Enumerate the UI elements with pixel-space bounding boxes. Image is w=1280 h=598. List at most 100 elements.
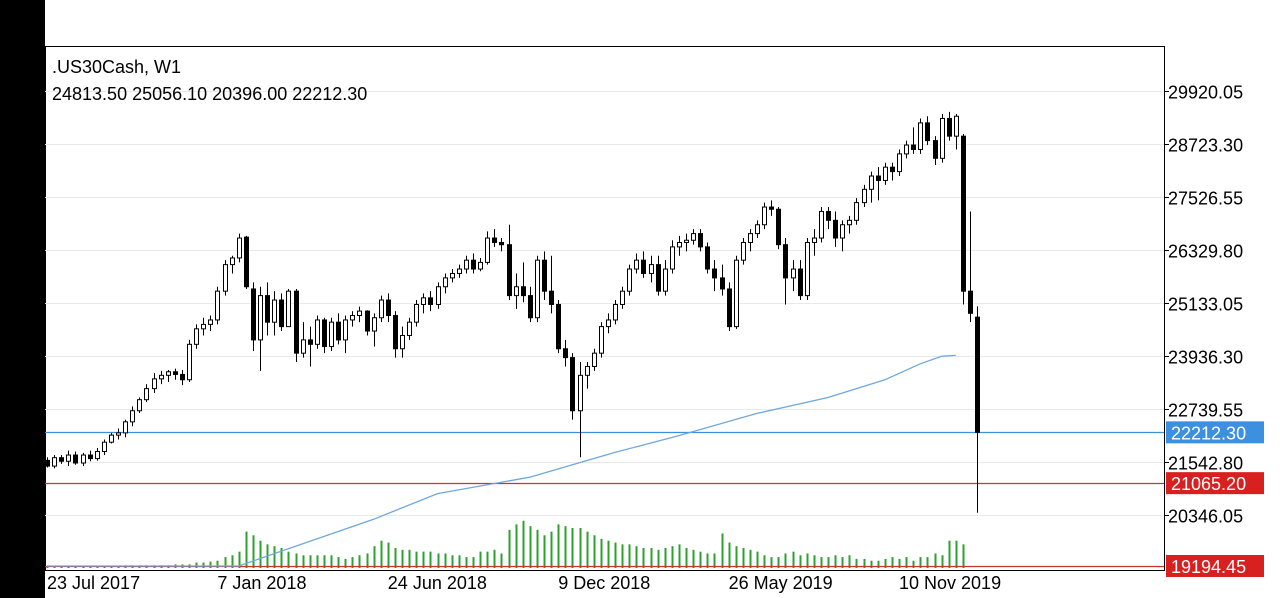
candle-body-up xyxy=(343,319,348,341)
candle-body-up xyxy=(869,175,874,190)
candle-body-up xyxy=(677,241,682,248)
candle-body-up xyxy=(137,399,142,412)
candle-body-down xyxy=(563,348,568,359)
candle-body-down xyxy=(549,290,554,305)
x-axis: 23 Jul 2017 7 Jan 2018 24 Jun 2018 9 Dec 20… xyxy=(47,573,1001,593)
candle-body-down xyxy=(73,454,78,464)
candle-body-up xyxy=(862,188,867,204)
candle-body-down xyxy=(251,288,256,341)
candle-body-up xyxy=(329,321,334,348)
candle-body-up xyxy=(130,410,135,423)
candle-body-up xyxy=(854,202,859,221)
candle-body-down xyxy=(308,339,313,345)
candle-body-up xyxy=(514,286,519,297)
y-tick-label: 22739.55 xyxy=(1168,401,1243,421)
y-tick-label: 20346.05 xyxy=(1168,507,1243,527)
candle-body-up xyxy=(187,343,192,381)
candle-body-down xyxy=(705,246,710,270)
candle-body-up xyxy=(436,286,441,305)
candle-body-up xyxy=(152,378,157,390)
candle-body-up xyxy=(443,277,448,288)
candle-body-up xyxy=(457,268,462,274)
candle-body-up xyxy=(414,303,419,323)
candle-body-up xyxy=(791,268,796,279)
x-tick-label: 24 Jun 2018 xyxy=(388,573,487,593)
candle-body-up xyxy=(201,323,206,330)
candle-body-down xyxy=(322,319,327,348)
candle-body-down xyxy=(507,244,512,297)
symbol-label: .US30Cash, W1 xyxy=(52,57,182,77)
x-tick-label: 23 Jul 2017 xyxy=(47,573,140,593)
candle-body-up xyxy=(847,219,852,226)
moving-average xyxy=(47,354,956,567)
candle-body-down xyxy=(961,135,966,292)
candle-body-down xyxy=(428,297,433,305)
candle-body-down xyxy=(769,206,774,210)
candle-body-up xyxy=(585,365,590,376)
price-markers: 22212.30 21065.20 19194.45 xyxy=(1166,421,1264,578)
candle-body-down xyxy=(386,299,391,317)
candle-body-up xyxy=(748,233,753,243)
x-tick-label: 7 Jan 2018 xyxy=(217,573,306,593)
candle-body-up xyxy=(755,224,760,235)
candle-body-up xyxy=(450,272,455,279)
candle-body-up xyxy=(627,268,632,292)
candle-body-down xyxy=(173,371,178,375)
candle-body-up xyxy=(144,388,149,401)
candle-body-up xyxy=(258,295,263,341)
candle-body-down xyxy=(59,457,64,462)
candle-body-up xyxy=(301,339,306,354)
y-tick-label: 21542.80 xyxy=(1168,454,1243,474)
price-marker-label: 22212.30 xyxy=(1171,423,1246,443)
candle-body-down xyxy=(933,140,938,159)
y-tick-label: 28723.30 xyxy=(1168,136,1243,156)
candle-body-up xyxy=(208,319,213,325)
candle-body-down xyxy=(265,295,270,323)
candle-body-up xyxy=(166,371,171,376)
level-price-box xyxy=(1166,555,1264,578)
candle-body-up xyxy=(286,290,291,328)
candle-body-up xyxy=(66,454,71,462)
candle-body-down xyxy=(244,236,249,288)
candle-body-up xyxy=(215,290,220,321)
candle-body-down xyxy=(712,268,717,279)
x-tick-label: 10 Nov 2019 xyxy=(899,573,1001,593)
current-price-box xyxy=(1166,421,1264,444)
candle-body-down xyxy=(947,117,952,137)
candle-body-down xyxy=(698,233,703,248)
candle-body-up xyxy=(670,246,675,270)
candle-body-up xyxy=(407,321,412,336)
volume-bars xyxy=(46,520,965,568)
candle-body-down xyxy=(826,210,831,221)
candle-body-down xyxy=(556,303,561,350)
candle-body-down xyxy=(528,295,533,319)
candle-body-down xyxy=(656,264,661,292)
candle-body-up xyxy=(954,115,959,137)
candle-body-up xyxy=(805,241,810,297)
candle-body-up xyxy=(734,259,739,328)
candle-body-up xyxy=(613,303,618,321)
ma-line xyxy=(47,354,956,567)
candle-body-up xyxy=(109,434,114,443)
candle-body-up xyxy=(372,317,377,332)
candle-body-down xyxy=(365,310,370,332)
candle-body-up xyxy=(606,319,611,328)
candle-body-down xyxy=(45,459,50,467)
candle-body-down xyxy=(911,144,916,150)
candle-body-up xyxy=(237,237,242,259)
y-tick-label: 23936.30 xyxy=(1168,348,1243,368)
candle-body-down xyxy=(570,357,575,412)
level-price-box xyxy=(1166,472,1264,495)
candle-body-up xyxy=(464,259,469,270)
candle-body-down xyxy=(542,259,547,292)
candle-body-up xyxy=(812,237,817,243)
y-tick-label: 27526.55 xyxy=(1168,189,1243,209)
candle-body-up xyxy=(904,144,909,155)
candle-body-down xyxy=(393,315,398,350)
candle-body-up xyxy=(485,237,490,263)
candle-body-up xyxy=(883,166,888,181)
candle-body-down xyxy=(975,316,980,433)
horizontal-lines xyxy=(45,431,1164,568)
y-tick-label: 26329.80 xyxy=(1168,242,1243,262)
